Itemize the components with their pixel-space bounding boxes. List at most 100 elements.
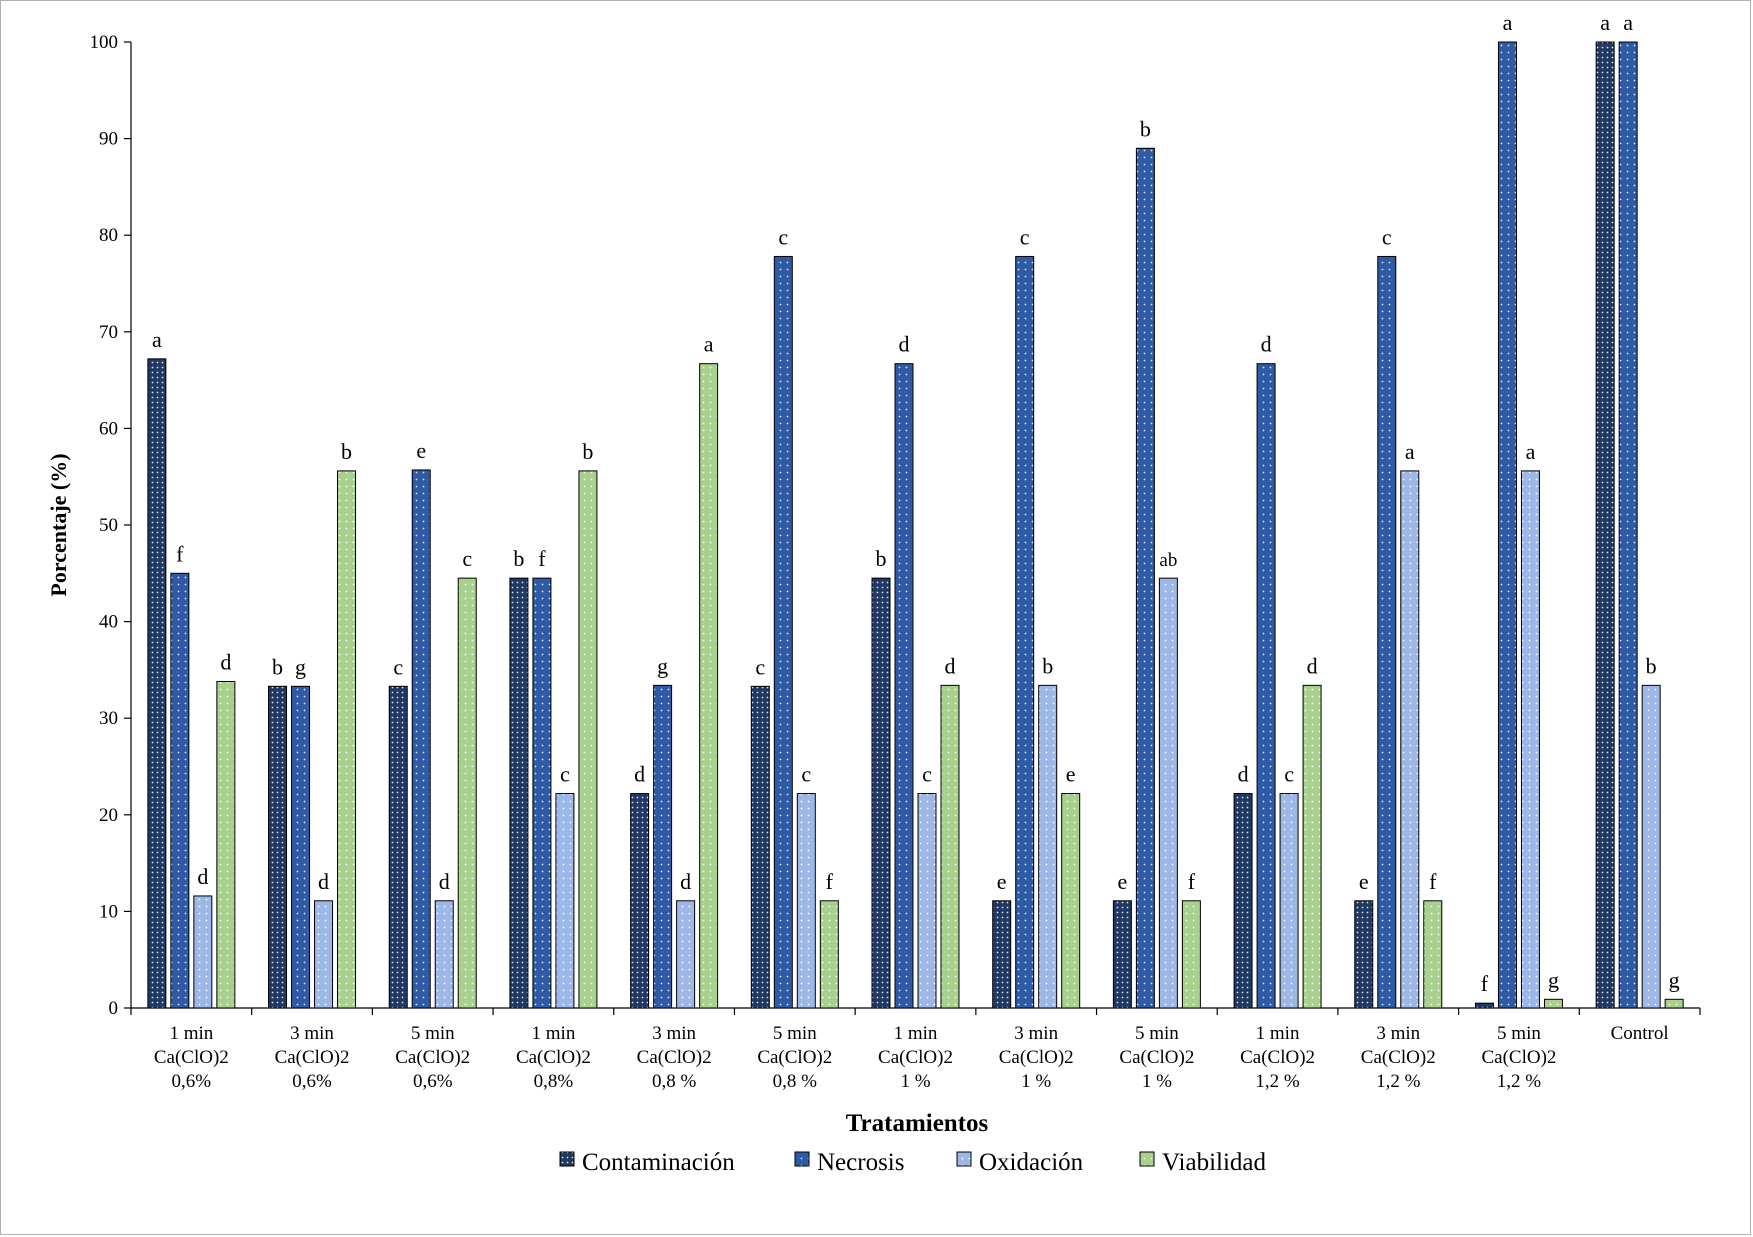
bar-contaminacion — [509, 577, 529, 1009]
significance-letter: d — [680, 869, 691, 894]
y-tick-label: 0 — [109, 998, 119, 1019]
bar-oxidacion — [1279, 793, 1299, 1009]
significance-letter: d — [197, 864, 208, 889]
bar-contaminacion — [388, 685, 408, 1009]
bar-contaminacion — [1233, 793, 1253, 1009]
legend-label: Oxidación — [979, 1149, 1084, 1176]
bar-oxidacion — [434, 900, 454, 1009]
legend-swatch — [956, 1151, 972, 1167]
x-category-line: Ca(ClO)2 — [1119, 1047, 1194, 1068]
significance-letter: a — [152, 327, 162, 352]
x-category-line: 3 min — [290, 1023, 334, 1044]
bar-contaminacion — [147, 358, 167, 1009]
significance-letter: a — [1503, 10, 1513, 35]
significance-letter: b — [1042, 653, 1053, 678]
x-category-line: 5 min — [1497, 1023, 1541, 1044]
y-tick-label: 30 — [99, 708, 118, 729]
legend-swatch — [559, 1151, 575, 1167]
significance-letter: a — [704, 332, 714, 357]
legend-label: Viabilidad — [1162, 1149, 1267, 1176]
x-category-label: 3 min Ca(ClO)2 1 % — [999, 1023, 1074, 1092]
significance-letter: b — [1646, 653, 1657, 678]
bar-oxidacion — [314, 900, 334, 1009]
x-category-label: 1 min Ca(ClO)2 0,8% — [516, 1023, 591, 1092]
bar-oxidacion — [917, 793, 937, 1009]
bars — [147, 41, 1684, 1009]
significance-letter: c — [1382, 224, 1392, 249]
y-tick-label: 10 — [99, 901, 118, 922]
x-category-line: 0,6% — [413, 1071, 453, 1092]
x-category-line: 0,8% — [534, 1071, 574, 1092]
bar-viabilidad — [819, 900, 839, 1009]
bar-oxidacion — [193, 895, 213, 1009]
legend-label: Contaminación — [582, 1149, 735, 1176]
y-tick-label: 40 — [99, 612, 118, 633]
significance-letter: g — [1669, 967, 1680, 992]
x-category-line: 5 min — [773, 1023, 817, 1044]
bar-viabilidad — [1423, 900, 1443, 1009]
significance-letter: b — [513, 546, 524, 571]
x-category-line: 5 min — [1135, 1023, 1179, 1044]
bar-viabilidad — [1543, 998, 1563, 1009]
significance-letter: f — [538, 546, 546, 571]
legend-swatch — [794, 1151, 810, 1167]
y-tick-label: 50 — [99, 515, 118, 536]
x-category-line: Ca(ClO)2 — [275, 1047, 350, 1068]
x-category-label: 1 min Ca(ClO)2 1,2 % — [1240, 1023, 1315, 1092]
significance-letter: f — [176, 541, 184, 566]
x-category-line: 1,2 % — [1497, 1071, 1542, 1092]
significance-letter: c — [801, 762, 811, 787]
x-category-line: 5 min — [411, 1023, 455, 1044]
bar-viabilidad — [940, 684, 960, 1009]
x-category-line: Ca(ClO)2 — [878, 1047, 953, 1068]
bar-viabilidad — [1664, 998, 1684, 1009]
significance-letter: b — [341, 439, 352, 464]
bar-oxidacion — [676, 900, 696, 1009]
significance-letter: d — [318, 869, 329, 894]
bar-viabilidad — [216, 680, 236, 1009]
bar-viabilidad — [1302, 684, 1322, 1009]
significance-letter: c — [462, 546, 472, 571]
bar-necrosis — [1015, 255, 1035, 1009]
bar-contaminacion — [268, 685, 288, 1009]
x-category-line: 1 % — [900, 1071, 930, 1092]
significance-letter: d — [899, 332, 910, 357]
x-axis: 1 min Ca(ClO)2 0,6% 3 min Ca(ClO)2 0,6% 5 min C… — [130, 1007, 1701, 1092]
bar-viabilidad — [1181, 900, 1201, 1009]
significance-letter: a — [1623, 10, 1633, 35]
significance-letter: f — [1429, 869, 1437, 894]
significance-letter: e — [997, 869, 1007, 894]
bar-necrosis — [532, 577, 552, 1009]
x-category-line: 1 min — [532, 1023, 576, 1044]
x-category-line: Ca(ClO)2 — [637, 1047, 712, 1068]
significance-letter: f — [1481, 971, 1489, 996]
y-tick-label: 70 — [99, 322, 118, 343]
x-category-label: 5 min Ca(ClO)2 0,6% — [395, 1023, 470, 1092]
significance-letter: g — [657, 653, 668, 678]
y-tick-label: 90 — [99, 129, 118, 150]
bar-oxidacion — [796, 793, 816, 1009]
x-category-line: Ca(ClO)2 — [1240, 1047, 1315, 1068]
bar-necrosis — [1618, 41, 1638, 1009]
bar-contaminacion — [1112, 900, 1132, 1009]
y-tick-label: 20 — [99, 805, 118, 826]
bar-necrosis — [291, 685, 311, 1009]
significance-letter: d — [1238, 762, 1249, 787]
x-category-line: 3 min — [1376, 1023, 1420, 1044]
significance-letter: b — [876, 546, 887, 571]
x-category-label: Control — [1611, 1023, 1669, 1044]
bar-oxidacion — [1520, 470, 1540, 1009]
x-axis-title: Tratamientos — [846, 1110, 989, 1137]
bar-necrosis — [1256, 363, 1276, 1009]
x-category-label: 5 min Ca(ClO)2 0,8 % — [757, 1023, 832, 1092]
y-tick-label: 80 — [99, 225, 118, 246]
bar-viabilidad — [1061, 793, 1081, 1009]
x-category-line: 1 min — [1256, 1023, 1300, 1044]
significance-letter: c — [393, 654, 403, 679]
bar-oxidacion — [1400, 470, 1420, 1009]
bar-viabilidad — [699, 363, 719, 1009]
significance-letter: c — [1284, 762, 1294, 787]
x-category-line: 1 min — [894, 1023, 938, 1044]
